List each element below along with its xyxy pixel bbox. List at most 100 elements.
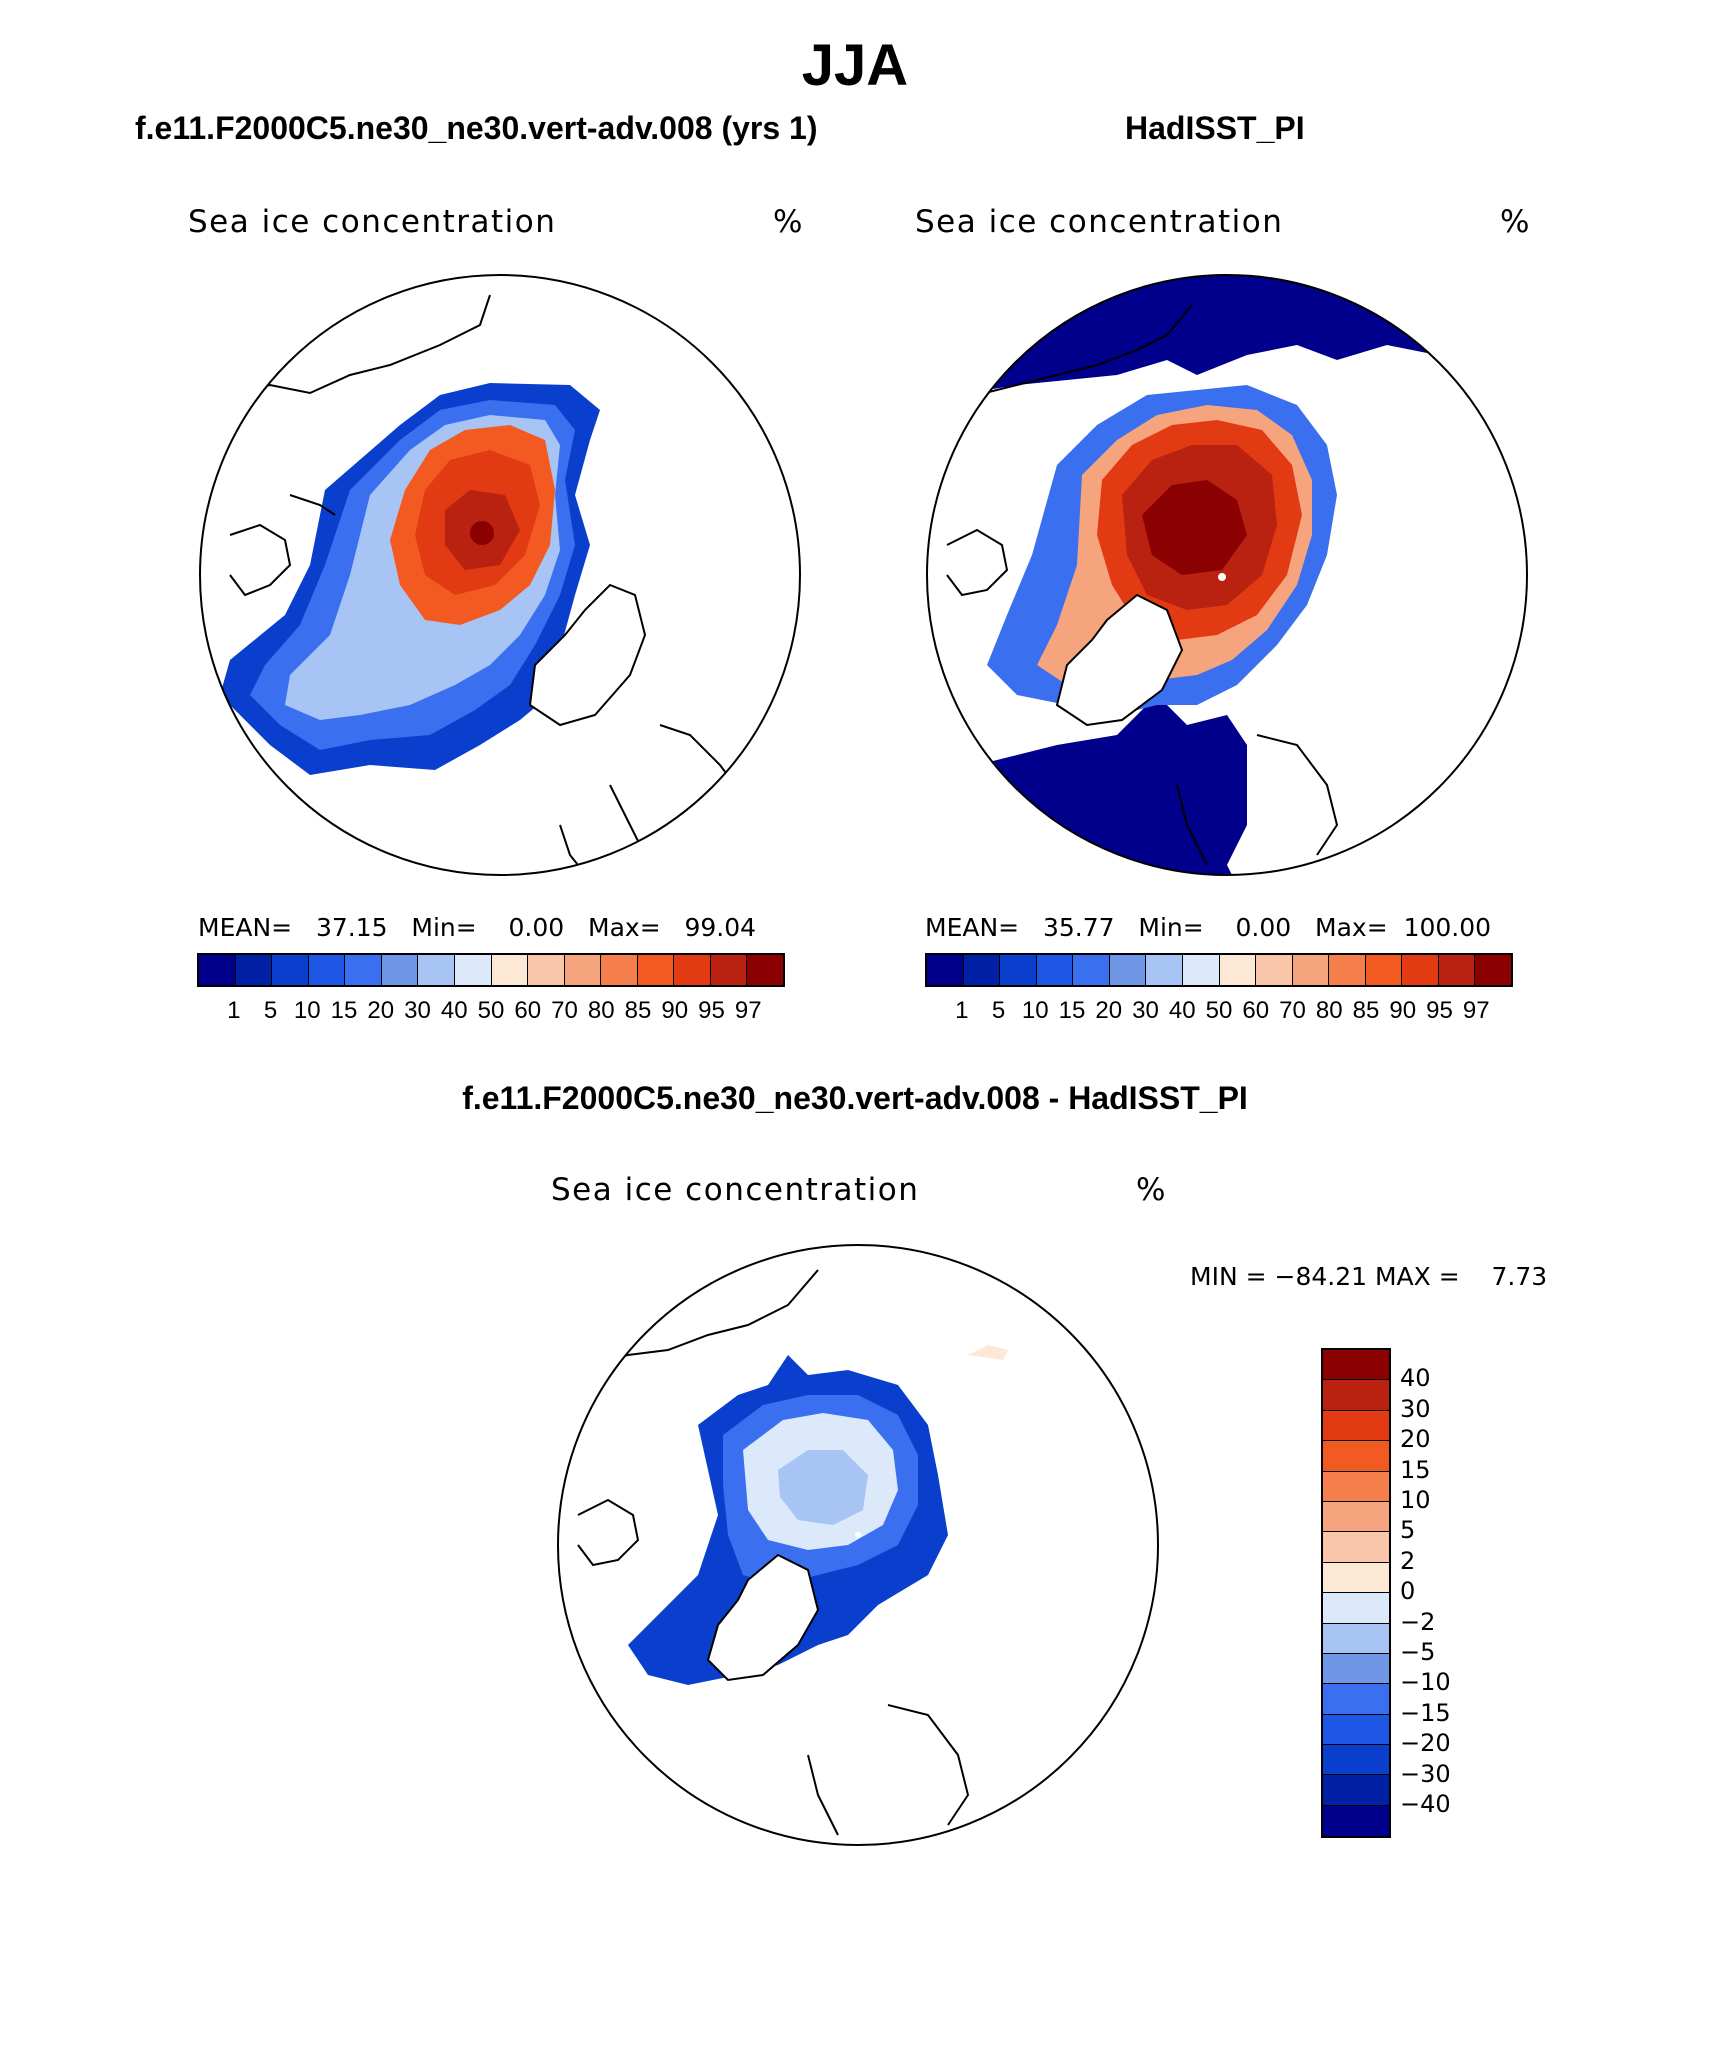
model-colorbar-box (381, 955, 419, 985)
model-colorbar-tick-label: 85 (624, 997, 652, 1024)
obs-variable-title: Sea ice concentration (915, 204, 1284, 240)
diff-colorbar-box (1323, 1653, 1389, 1685)
obs-greenland (1055, 593, 1184, 727)
model-greenland (528, 583, 647, 727)
diff-pole-marker (855, 1532, 861, 1538)
obs-polar-map (926, 274, 1528, 876)
diff-colorbar-box (1323, 1684, 1389, 1715)
model-case-title: f.e11.F2000C5.ne30_ne30.vert-adv.008 (yr… (135, 110, 818, 146)
obs-colorbar-box (1256, 955, 1293, 985)
model-colorbar-box (747, 955, 783, 985)
obs-colorbar-box (963, 955, 1001, 985)
diff-colorbar (1321, 1348, 1391, 1839)
diff-colorbar-tick-label: −30 (1400, 1759, 1451, 1788)
model-colorbar-box (199, 955, 236, 985)
model-colorbar (197, 953, 785, 987)
model-colorbar-tick-label: 70 (551, 997, 578, 1024)
diff-colorbar-tick-label: 20 (1400, 1425, 1431, 1454)
diff-colorbar-tick-label: −5 (1400, 1638, 1436, 1666)
model-colorbar-box (235, 955, 273, 985)
model-colorbar-box (710, 955, 748, 985)
obs-colorbar-box (1292, 955, 1330, 985)
diff-stats: MIN = −84.21 MAX = 7.73 (1190, 1262, 1548, 1291)
diff-scandinavia (577, 1498, 640, 1567)
diff-colorbar-tick-label: −2 (1400, 1607, 1436, 1636)
diff-colorbar-tick-label: 30 (1400, 1394, 1431, 1423)
obs-colorbar-tick-label: 5 (991, 997, 1006, 1024)
obs-pole-marker (1218, 573, 1226, 581)
diff-colorbar-tick-label: −20 (1400, 1729, 1451, 1758)
model-polar-map (199, 274, 801, 876)
model-colorbar-box (491, 955, 529, 985)
obs-colorbar-box (1182, 955, 1220, 985)
obs-colorbar-tick-label: 60 (1242, 997, 1270, 1024)
model-colorbar-tick-label: 95 (698, 997, 725, 1024)
obs-scandinavia (946, 528, 1009, 597)
obs-colorbar-box (1402, 955, 1439, 985)
model-ice-max (470, 521, 494, 545)
model-colorbar-tick-label: 20 (367, 997, 395, 1024)
diff-colorbar-box (1323, 1562, 1389, 1594)
model-colorbar-tick-label: 97 (734, 997, 762, 1024)
diff-colorbar-box (1323, 1714, 1389, 1746)
diff-colorbar-box (1323, 1501, 1389, 1533)
model-colorbar-box (674, 955, 711, 985)
obs-colorbar-box (1365, 955, 1403, 985)
diff-colorbar-box (1323, 1623, 1389, 1654)
obs-colorbar-tick-label: 1 (955, 997, 969, 1024)
diff-colorbar-tick-label: 40 (1400, 1364, 1431, 1393)
diff-colorbar-tick-label: −15 (1400, 1698, 1451, 1727)
diff-north-america (807, 1704, 970, 1836)
obs-units: % (1500, 204, 1531, 240)
model-colorbar-box (272, 955, 309, 985)
diff-colorbar-tick-label: 0 (1400, 1577, 1416, 1606)
obs-colorbar-box (1219, 955, 1257, 985)
diff-colorbar-tick-label: 15 (1400, 1455, 1431, 1484)
diff-colorbar-box (1323, 1745, 1389, 1776)
obs-colorbar-tick-label: 80 (1315, 997, 1343, 1024)
obs-colorbar-box (1329, 955, 1366, 985)
obs-colorbar-tick-label: 20 (1095, 997, 1123, 1024)
obs-colorbar-tick-label: 95 (1426, 997, 1453, 1024)
model-colorbar-box (345, 955, 382, 985)
model-units: % (773, 204, 804, 240)
diff-surplus-patch (968, 1345, 1008, 1360)
diff-colorbar-tick-label: 2 (1400, 1546, 1416, 1575)
obs-colorbar-tick-label: 10 (1021, 997, 1049, 1024)
obs-colorbar-tick-label: 15 (1058, 997, 1086, 1024)
diff-deficit-center (778, 1450, 868, 1525)
obs-colorbar-box (1475, 955, 1511, 985)
obs-ice-core-dense (1142, 480, 1247, 575)
model-stats: MEAN= 37.15 Min= 0.00 Max= 99.04 (198, 913, 757, 942)
model-colorbar-tick-label: 90 (661, 997, 689, 1024)
model-colorbar-tick-label: 10 (293, 997, 321, 1024)
model-scandinavia (229, 494, 336, 597)
obs-colorbar-tick-label: 50 (1205, 997, 1233, 1024)
obs-colorbar-labels: 1 5 10 15 20 30 40 50 60 70 80 85 90 95 97 (925, 997, 1513, 1027)
model-colorbar-tick-label: 80 (587, 997, 615, 1024)
diff-colorbar-tick-label: −10 (1400, 1668, 1451, 1697)
model-colorbar-tick-label: 50 (477, 997, 505, 1024)
diff-colorbar-box (1323, 1775, 1389, 1806)
model-colorbar-box (528, 955, 565, 985)
obs-north-america (1176, 734, 1339, 866)
diff-greenland (706, 1553, 820, 1682)
obs-case-title: HadISST_PI (1125, 110, 1305, 146)
diff-colorbar-tick-label: 10 (1400, 1486, 1431, 1514)
model-colorbar-box (454, 955, 492, 985)
diff-colorbar-box (1323, 1350, 1389, 1381)
model-colorbar-box (601, 955, 638, 985)
diff-variable-title: Sea ice concentration (551, 1172, 920, 1208)
obs-colorbar-tick-label: 97 (1462, 997, 1490, 1024)
obs-colorbar-box (1036, 955, 1074, 985)
obs-colorbar-tick-label: 30 (1132, 997, 1159, 1024)
model-colorbar-tick-label: 5 (263, 997, 278, 1024)
obs-colorbar-tick-label: 90 (1389, 997, 1417, 1024)
obs-colorbar-box (1438, 955, 1476, 985)
obs-colorbar-tick-label: 85 (1352, 997, 1380, 1024)
obs-colorbar (925, 953, 1513, 987)
page-title: JJA (801, 33, 909, 98)
diff-colorbar-box (1323, 1805, 1389, 1837)
obs-colorbar-box (1073, 955, 1110, 985)
model-colorbar-box (564, 955, 602, 985)
